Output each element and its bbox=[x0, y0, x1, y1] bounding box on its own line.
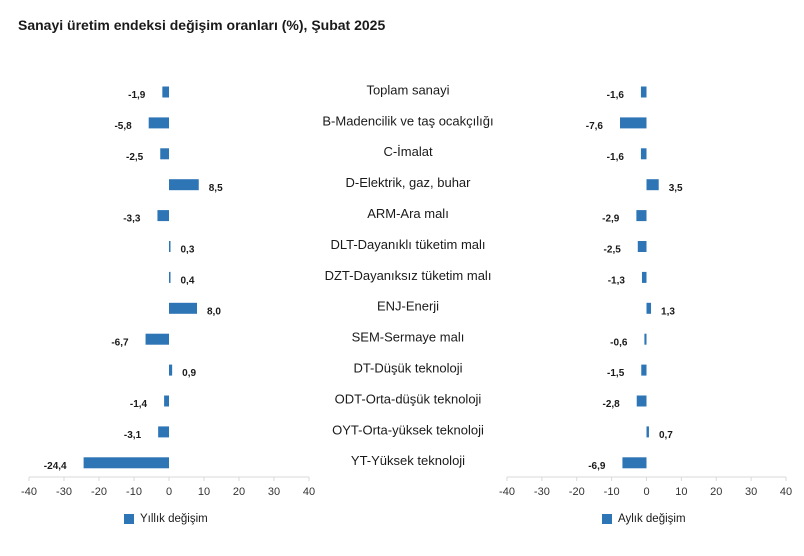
data-label-yearly: -1,9 bbox=[128, 90, 146, 101]
x-tick-label-monthly: 10 bbox=[675, 486, 687, 498]
x-tick-label-monthly: 30 bbox=[745, 486, 757, 498]
data-label-yearly: 8,5 bbox=[209, 183, 223, 194]
data-label-yearly: 0,9 bbox=[182, 368, 196, 379]
bar-monthly bbox=[636, 395, 647, 407]
bar-yearly bbox=[169, 364, 173, 376]
data-label-monthly: -6,9 bbox=[588, 461, 606, 472]
data-label-monthly: 3,5 bbox=[669, 183, 683, 194]
bar-yearly bbox=[169, 179, 199, 191]
category-label: C-İmalat bbox=[383, 144, 433, 159]
bar-monthly bbox=[619, 117, 647, 129]
data-label-monthly: -2,8 bbox=[603, 399, 621, 410]
bar-yearly bbox=[83, 457, 169, 469]
bar-monthly bbox=[641, 364, 647, 376]
data-label-monthly: -2,5 bbox=[604, 245, 622, 256]
data-label-monthly: 0,7 bbox=[659, 430, 673, 441]
x-tick-label-yearly: -30 bbox=[56, 486, 72, 498]
x-tick-label-monthly: 0 bbox=[643, 486, 649, 498]
bar-monthly bbox=[636, 210, 647, 222]
bar-yearly bbox=[157, 210, 169, 222]
x-tick-label-monthly: -30 bbox=[534, 486, 550, 498]
data-label-yearly: 8,0 bbox=[207, 306, 221, 317]
category-label: B-Madencilik ve taş ocakçılığı bbox=[322, 113, 493, 128]
category-label: YT-Yüksek teknoloji bbox=[351, 453, 465, 468]
data-label-yearly: -5,8 bbox=[114, 121, 132, 132]
data-label-yearly: -3,1 bbox=[124, 430, 142, 441]
legend-label-monthly: Aylık değişim bbox=[618, 513, 686, 525]
data-label-yearly: 0,4 bbox=[181, 276, 195, 287]
data-label-monthly: -1,6 bbox=[607, 152, 625, 163]
x-tick-label-monthly: 40 bbox=[780, 486, 792, 498]
bar-yearly bbox=[169, 241, 171, 252]
legend-swatch-monthly bbox=[602, 514, 612, 524]
category-label: ARM-Ara malı bbox=[367, 206, 449, 221]
data-label-monthly: -7,6 bbox=[586, 121, 604, 132]
bar-monthly bbox=[622, 457, 647, 469]
data-label-monthly: 1,3 bbox=[661, 306, 675, 317]
x-tick-label-yearly: 30 bbox=[268, 486, 280, 498]
x-tick-label-monthly: 20 bbox=[710, 486, 722, 498]
category-label: OYT-Orta-yüksek teknoloji bbox=[332, 422, 484, 437]
data-label-monthly: -1,6 bbox=[607, 90, 625, 101]
bar-monthly bbox=[637, 241, 647, 252]
bar-yearly bbox=[169, 302, 197, 314]
category-label: DT-Düşük teknoloji bbox=[353, 361, 462, 376]
bar-yearly bbox=[158, 426, 169, 438]
data-label-monthly: -1,3 bbox=[608, 276, 626, 287]
bar-monthly bbox=[641, 271, 647, 283]
bar-monthly bbox=[644, 333, 647, 345]
legend-swatch-yearly bbox=[124, 514, 134, 524]
data-label-yearly: -6,7 bbox=[111, 337, 129, 348]
category-label: ENJ-Enerji bbox=[377, 299, 439, 314]
bar-monthly bbox=[646, 426, 649, 438]
bar-yearly bbox=[145, 333, 169, 345]
bar-yearly bbox=[164, 395, 169, 407]
category-label: SEM-Sermaye malı bbox=[352, 330, 465, 345]
category-labels: Toplam sanayi B-Madencilik ve taş ocakçıl… bbox=[322, 82, 493, 468]
data-label-yearly: -1,4 bbox=[130, 399, 148, 410]
x-tick-label-yearly: 40 bbox=[303, 486, 315, 498]
x-tick-label-monthly: -20 bbox=[569, 486, 585, 498]
x-tick-label-monthly: -10 bbox=[604, 486, 620, 498]
data-label-yearly: -24,4 bbox=[44, 461, 67, 472]
legend-monthly: Aylık değişim bbox=[602, 513, 686, 525]
category-label: ODT-Orta-düşük teknoloji bbox=[335, 391, 482, 406]
bar-monthly bbox=[640, 86, 647, 98]
bar-monthly bbox=[646, 302, 652, 314]
x-tick-label-monthly: -40 bbox=[499, 486, 515, 498]
x-tick-label-yearly: -10 bbox=[126, 486, 142, 498]
legend-yearly: Yıllık değişim bbox=[124, 513, 208, 525]
x-tick-label-yearly: -20 bbox=[91, 486, 107, 498]
x-tick-label-yearly: -40 bbox=[21, 486, 37, 498]
data-label-monthly: -2,9 bbox=[602, 214, 620, 225]
data-label-yearly: -3,3 bbox=[123, 214, 141, 225]
bar-yearly bbox=[160, 148, 169, 160]
category-label: DLT-Dayanıklı tüketim malı bbox=[330, 237, 485, 252]
data-label-yearly: -2,5 bbox=[126, 152, 144, 163]
legend-label-yearly: Yıllık değişim bbox=[140, 513, 208, 525]
bar-monthly bbox=[640, 148, 647, 160]
panel-monthly: -1,6 -7,6 -1,6 3,5 -2,9 -2,5 -1,3 1,3 -0,6 -1,5 -2… bbox=[499, 86, 792, 498]
category-label: Toplam sanayi bbox=[366, 82, 449, 97]
data-label-yearly: 0,3 bbox=[181, 245, 195, 256]
x-tick-label-yearly: 10 bbox=[198, 486, 210, 498]
bar-yearly bbox=[162, 86, 169, 98]
x-tick-label-yearly: 20 bbox=[233, 486, 245, 498]
bar-yearly bbox=[169, 271, 171, 283]
x-tick-label-yearly: 0 bbox=[166, 486, 172, 498]
data-label-monthly: -1,5 bbox=[607, 368, 625, 379]
chart-title: Sanayi üretim endeksi değişim oranları (… bbox=[18, 17, 386, 33]
data-label-monthly: -0,6 bbox=[610, 337, 628, 348]
panel-yearly: -1,9 -5,8 -2,5 8,5 -3,3 0,3 0,4 8,0 -6,7 0,9 -1,4 -… bbox=[21, 86, 315, 498]
category-label: DZT-Dayanıksız tüketim malı bbox=[325, 268, 492, 283]
bar-yearly bbox=[148, 117, 169, 129]
bar-monthly bbox=[646, 179, 659, 191]
category-label: D-Elektrik, gaz, buhar bbox=[346, 175, 472, 190]
